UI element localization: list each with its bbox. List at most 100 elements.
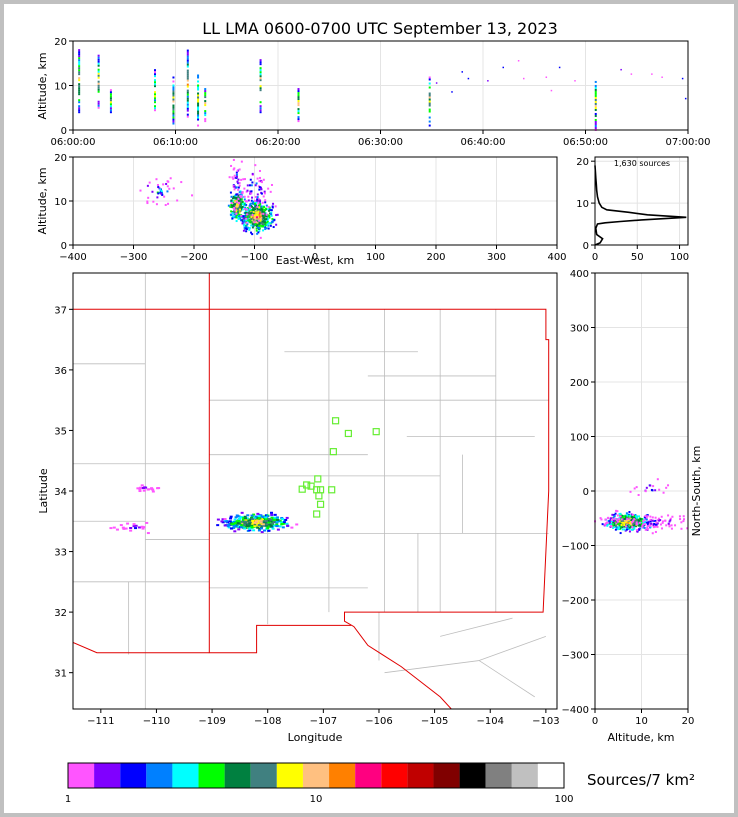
source-point: [231, 217, 234, 220]
x-tick-label: 06:10:00: [153, 137, 198, 148]
source-point: [629, 514, 632, 517]
source-point: [248, 522, 252, 525]
source-point: [260, 188, 263, 191]
source-point: [242, 524, 246, 527]
source-point: [230, 164, 233, 167]
source-point: [623, 521, 626, 524]
source-point: [259, 59, 262, 62]
source-point: [231, 197, 234, 200]
source-point: [235, 176, 238, 179]
source-point: [637, 493, 640, 496]
source-point: [160, 190, 163, 193]
source-point: [253, 214, 256, 217]
source-point: [610, 520, 613, 523]
source-point: [251, 223, 254, 226]
source-point: [620, 68, 622, 71]
source-point: [236, 214, 239, 217]
source-point: [290, 526, 294, 529]
source-point: [613, 515, 616, 518]
source-point: [428, 76, 431, 79]
source-point: [258, 211, 261, 214]
source-point: [670, 524, 673, 527]
source-point: [606, 521, 609, 524]
source-point: [259, 67, 262, 70]
county-boundary: [478, 635, 547, 661]
source-point: [238, 191, 241, 194]
source-point: [251, 226, 254, 229]
source-point: [232, 526, 236, 529]
source-point: [109, 97, 112, 100]
source-point: [151, 490, 155, 493]
source-point: [250, 516, 254, 519]
source-point: [638, 528, 641, 531]
source-point: [271, 522, 275, 525]
source-point: [517, 60, 520, 62]
source-point: [654, 516, 657, 519]
altitude-distribution-line: [594, 165, 687, 246]
source-point: [230, 213, 233, 216]
source-point: [645, 516, 648, 519]
source-point: [667, 514, 670, 517]
figure-frame: [4, 4, 734, 813]
source-point: [254, 525, 258, 528]
source-point: [261, 214, 264, 217]
source-point: [681, 77, 684, 80]
source-point: [263, 212, 266, 215]
source-point: [109, 101, 112, 104]
source-point: [172, 122, 175, 125]
source-point: [625, 528, 628, 531]
source-point: [249, 178, 252, 181]
source-point: [269, 190, 272, 193]
source-point: [257, 515, 261, 518]
y-tick-label: 200: [570, 378, 589, 389]
source-point: [662, 491, 665, 494]
source-point: [650, 522, 653, 525]
source-point: [257, 226, 260, 229]
source-point: [186, 109, 189, 112]
source-point: [239, 204, 242, 207]
source-point: [234, 522, 238, 525]
source-point: [643, 516, 646, 519]
source-point: [197, 92, 200, 95]
source-point: [274, 518, 278, 521]
source-point: [248, 227, 251, 230]
source-point: [248, 216, 251, 219]
source-point: [154, 109, 156, 112]
source-point: [234, 209, 237, 212]
source-point: [258, 215, 261, 218]
source-point: [262, 206, 265, 209]
source-point: [652, 485, 655, 488]
colorbar: 1 10 100: [65, 762, 574, 805]
source-point: [78, 51, 81, 54]
source-point: [253, 202, 256, 205]
source-point: [684, 97, 687, 100]
source-point: [233, 213, 236, 216]
source-point: [172, 187, 175, 190]
x-tick-label: −110: [143, 716, 170, 727]
source-point: [624, 514, 627, 517]
source-point: [138, 486, 142, 489]
source-point: [258, 222, 261, 225]
source-point: [631, 526, 634, 529]
source-point: [250, 214, 253, 217]
source-point: [263, 190, 266, 193]
source-point: [678, 515, 681, 518]
source-point: [242, 195, 245, 198]
source-point: [255, 211, 258, 214]
map-layers: [73, 273, 550, 709]
source-point: [255, 519, 259, 522]
source-point: [237, 188, 240, 191]
source-point: [204, 96, 207, 99]
source-point: [250, 231, 253, 234]
source-point: [297, 104, 300, 107]
source-point: [156, 184, 159, 187]
source-point: [594, 88, 597, 91]
source-point: [262, 178, 265, 181]
source-point: [254, 205, 257, 208]
source-point: [248, 205, 251, 208]
source-point: [157, 192, 160, 195]
source-point: [162, 183, 165, 186]
source-point: [262, 195, 265, 198]
source-point: [244, 211, 247, 214]
source-point: [281, 526, 285, 529]
